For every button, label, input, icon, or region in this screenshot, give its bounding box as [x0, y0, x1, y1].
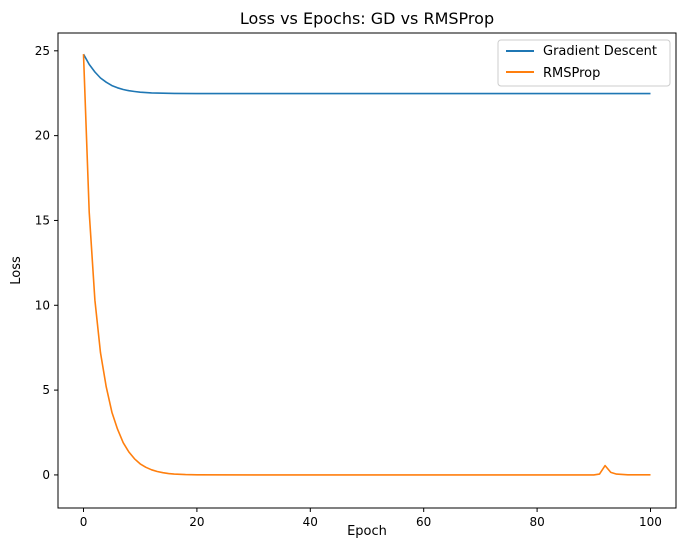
legend-label-rmsprop: RMSProp: [543, 66, 600, 81]
x-axis-label: Epoch: [347, 524, 387, 539]
x-axis-ticks: 0 20 40 60 80 100: [80, 508, 662, 529]
series-group: [82, 53, 651, 476]
series-line-gradient-descent: [82, 53, 651, 95]
y-axis-ticks: 0 5 10 15 20 25: [35, 44, 58, 482]
y-tick-label: 5: [42, 383, 50, 397]
y-axis-label: Loss: [9, 256, 24, 285]
chart-title: Loss vs Epochs: GD vs RMSProp: [240, 9, 494, 28]
x-tick-label: 100: [639, 515, 662, 529]
x-tick-label: 40: [303, 515, 318, 529]
legend: Gradient Descent RMSProp: [497, 39, 671, 87]
y-tick-label: 0: [42, 468, 50, 482]
legend-box: [497, 39, 671, 87]
y-tick-label: 20: [35, 129, 50, 143]
y-tick-label: 25: [35, 44, 50, 58]
plot-frame: [57, 32, 677, 509]
x-tick-label: 0: [80, 515, 88, 529]
x-tick-label: 80: [529, 515, 544, 529]
y-tick-label: 10: [35, 298, 50, 312]
legend-label-gradient-descent: Gradient Descent: [543, 44, 657, 59]
x-tick-label: 60: [416, 515, 431, 529]
plot-area: [58, 33, 676, 508]
y-tick-label: 15: [35, 213, 50, 227]
x-tick-label: 20: [189, 515, 204, 529]
series-line-rmsprop: [82, 54, 651, 476]
